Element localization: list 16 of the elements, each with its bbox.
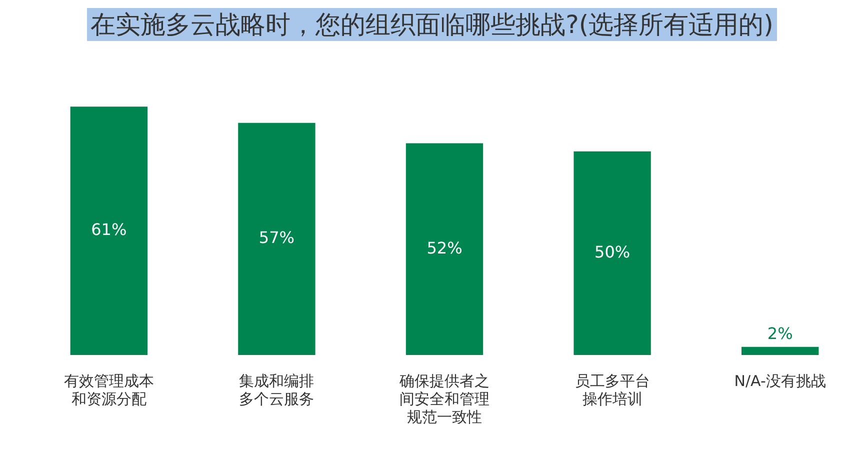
x-tick-label: 集成和编排多个云服务 [239,372,314,408]
bar [238,122,316,355]
chart-title: 在实施多云战略时，您的组织面临哪些挑战?(选择所有适用的) [86,8,778,41]
data-label: 50% [594,242,630,262]
x-tick-label: 确保提供者之间安全和管理规范一致性 [398,372,490,426]
x-tick-label: 员工多平台操作培训 [574,372,650,408]
data-label: 2% [767,324,793,344]
bar [574,151,651,355]
x-tick-label: N/A-没有挑战 [734,372,826,390]
bar [406,143,484,355]
data-label: 57% [258,228,294,248]
data-label: 52% [426,238,462,258]
x-tick-label: 有效管理成本和资源分配 [64,372,154,408]
bar [742,346,819,355]
bar [70,106,148,355]
data-label: 61% [91,220,127,239]
